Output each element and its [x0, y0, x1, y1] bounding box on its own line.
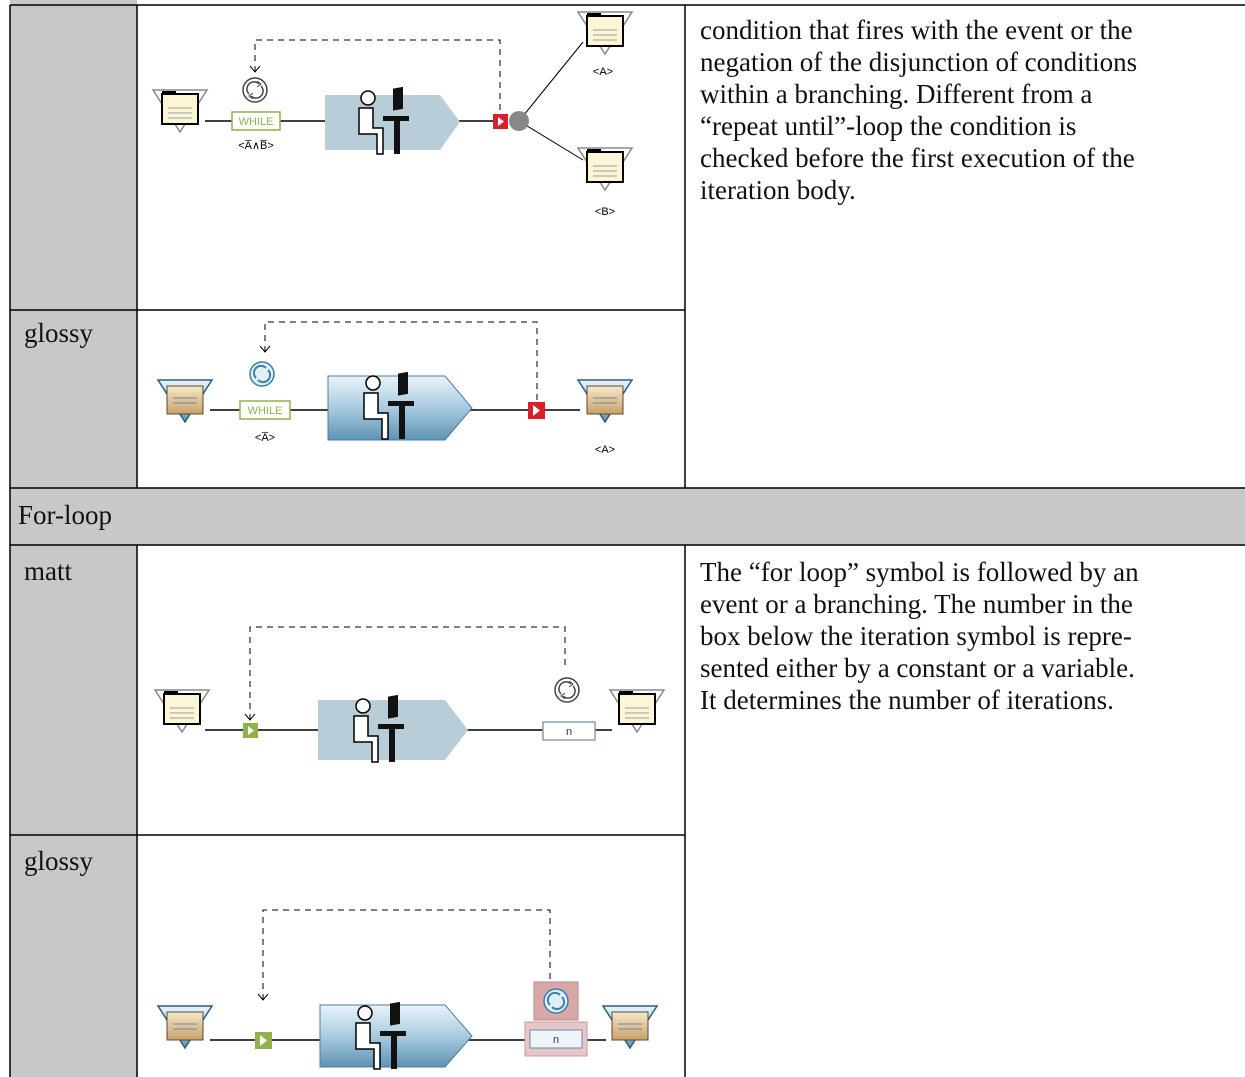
while-label: WHILE — [239, 116, 274, 128]
while-label: WHILE — [248, 405, 283, 417]
text-line: checked before the first execution of th… — [700, 143, 1135, 173]
variant-label: glossy — [24, 846, 94, 876]
text-line: “repeat until”-loop the condition is — [700, 111, 1077, 141]
text-line: within a branching. Different from a — [700, 79, 1093, 109]
condition-label: <A̅∧B̅> — [238, 140, 274, 152]
text-line: It determines the number of iterations. — [700, 685, 1114, 715]
label-column — [10, 545, 137, 1077]
heading-row — [10, 488, 1245, 545]
count-label: n — [566, 726, 572, 738]
branch-label: <A> — [593, 66, 613, 78]
variant-label: matt — [24, 556, 72, 586]
text-line: event or a branching. The number in the — [700, 589, 1133, 619]
outcome-label: <A> — [595, 444, 615, 456]
table-borders — [9, 4, 1245, 1077]
section-heading: For-loop — [18, 500, 112, 530]
description: condition that fires with the event or t… — [700, 14, 1137, 206]
text-line: condition that fires with the event or t… — [700, 15, 1133, 45]
text-line: The “for loop” symbol is followed by an — [700, 557, 1139, 587]
text-line: box below the iteration symbol is repre- — [700, 621, 1132, 651]
for-glossy-diagram: n — [157, 909, 658, 1070]
while-matt-diagram: WHILE <A̅∧B̅> <A> <B> — [152, 11, 633, 218]
for-matt-diagram: n — [154, 626, 665, 763]
text-line: negation of the disjunction of condition… — [700, 47, 1138, 77]
description: The “for loop” symbol is followed by an … — [700, 556, 1139, 716]
text-line: sented either by a constant or a variabl… — [700, 653, 1135, 683]
branch-label: <B> — [595, 206, 615, 218]
while-glossy-diagram: WHILE <A̅> <A> — [157, 321, 633, 456]
count-label: n — [553, 1034, 559, 1046]
variant-label: glossy — [24, 318, 94, 348]
condition-label: <A̅> — [255, 432, 275, 444]
label-column — [10, 0, 137, 488]
text-line: iteration body. — [700, 175, 856, 205]
